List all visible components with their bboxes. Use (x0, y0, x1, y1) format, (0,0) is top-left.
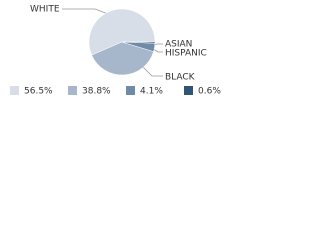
slice-label: ASIAN (165, 40, 192, 50)
legend-label: 4.1% (140, 87, 163, 97)
slice-label: BLACK (165, 73, 196, 83)
leader-line (62, 8, 109, 15)
pie-slice (88, 8, 156, 56)
legend-swatch (184, 86, 193, 95)
slice-label: WHITE (30, 5, 60, 15)
legend-swatch (68, 86, 77, 95)
legend-label: 38.8% (82, 87, 111, 97)
legend-label: 56.5% (24, 87, 53, 97)
leader-line (141, 65, 163, 77)
legend-swatch (126, 86, 135, 95)
pie-slice (91, 41, 154, 76)
legend-swatch (10, 86, 19, 95)
pie-slice (121, 41, 156, 44)
legend-label: 0.6% (198, 87, 221, 97)
slice-label: HISPANIC (165, 49, 207, 59)
